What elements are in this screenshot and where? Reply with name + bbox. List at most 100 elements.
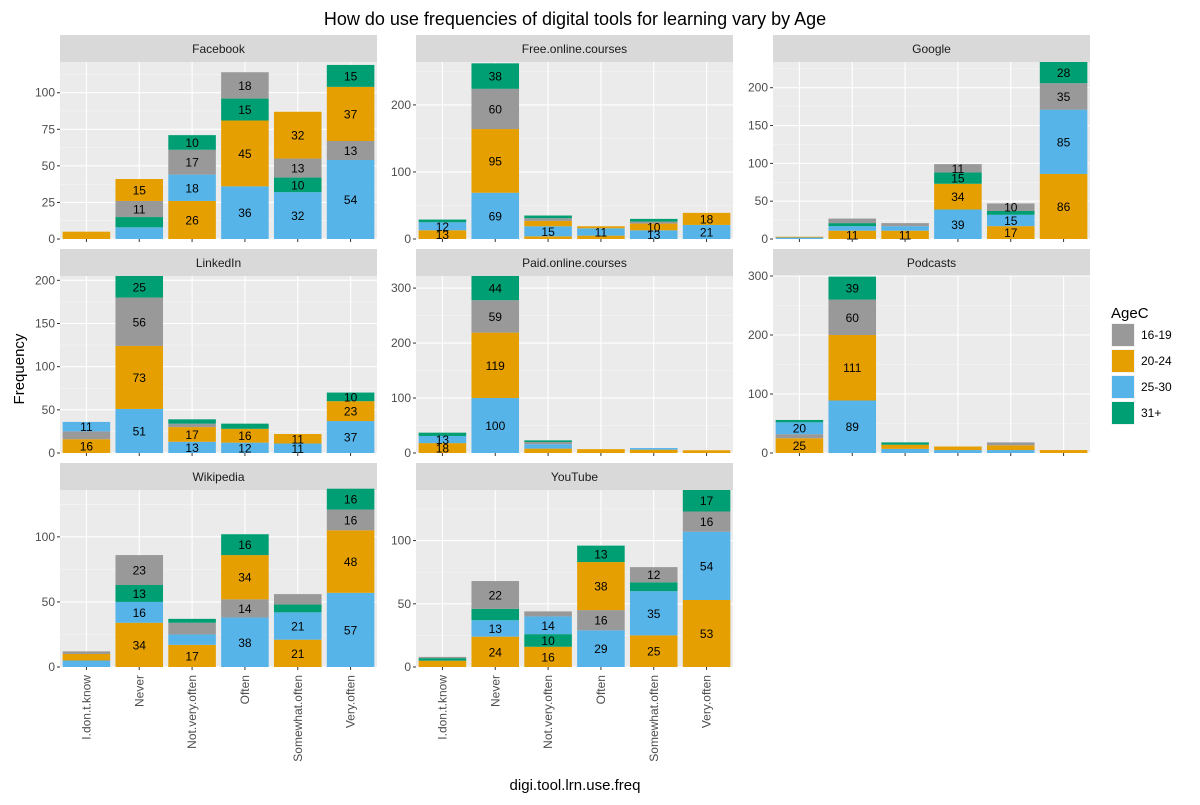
- data-label: 26: [185, 213, 199, 227]
- bar-segment-25-30-not-very-often: [168, 174, 216, 201]
- bar-segment-16-19-not-very-often: [524, 442, 572, 445]
- data-label: 16: [238, 429, 252, 443]
- data-label: 11: [899, 228, 912, 242]
- data-label: 119: [486, 359, 505, 373]
- bar-segment-31+-somewhat-often: [273, 177, 322, 193]
- bar-segment-20-24-not-very-often: [168, 644, 216, 667]
- data-label: 111: [843, 361, 862, 375]
- legend-label: 16-19: [1141, 328, 1172, 342]
- bar-segment-25-30-very-often: [326, 421, 375, 453]
- bar-segment-16-19-never: [115, 555, 164, 586]
- bar-segment-25-30-somewhat-often: [629, 448, 678, 450]
- bar-segment-20-24-somewhat-often: [629, 449, 678, 453]
- data-label: 45: [238, 147, 252, 161]
- x-tick-label: Somewhat.often: [647, 675, 661, 762]
- bar-segment-31+-somewhat-often: [986, 211, 1035, 215]
- x-tick-label: Not.very.often: [541, 675, 555, 749]
- data-label: 34: [133, 638, 147, 652]
- y-tick-label: 0: [48, 232, 55, 246]
- bar-segment-25-30-often: [577, 630, 625, 667]
- legend-items: 16-19 20-24 25-30 31+: [1111, 323, 1172, 425]
- bar-segment-31+-never: [115, 217, 164, 228]
- bar-segment-25-30-i-don-t-know: [62, 421, 111, 432]
- bar-segment-31+-i-don-t-know: [418, 219, 467, 223]
- bar-segment-31+-often: [934, 172, 982, 184]
- facet-strip-label: Wikipedia: [192, 470, 244, 484]
- data-label: 15: [344, 69, 358, 83]
- y-tick-label: 200: [748, 81, 768, 95]
- data-label: 15: [133, 183, 147, 197]
- y-tick-label: 0: [48, 660, 55, 674]
- data-label: 10: [647, 220, 661, 234]
- chart-title: How do use frequencies of digital tools …: [324, 9, 826, 29]
- data-label: 32: [291, 129, 305, 143]
- bar-segment-20-24-often: [577, 449, 625, 453]
- data-label: 16: [80, 440, 94, 454]
- facet-strip: [416, 463, 733, 490]
- facet-strip: [60, 249, 377, 276]
- data-label: 18: [238, 79, 252, 93]
- y-tick-label: 0: [48, 446, 55, 460]
- data-label: 16: [133, 606, 147, 620]
- facet-strip: [416, 35, 733, 62]
- data-label: 17: [185, 156, 199, 170]
- data-label: 85: [1057, 135, 1071, 149]
- bar-segment-31+-never: [471, 608, 520, 621]
- bar-segment-31+-somewhat-often: [629, 218, 678, 222]
- bar-segment-20-24-often: [934, 183, 982, 210]
- bar-segment-16-19-never: [471, 300, 520, 333]
- facet-strip: [416, 249, 733, 276]
- data-label: 15: [1004, 214, 1018, 228]
- bar-segment-16-19-very-often: [1039, 83, 1088, 110]
- bar-segment-25-30-never: [828, 400, 877, 453]
- x-tick-label: Never: [132, 675, 146, 707]
- y-tick-label: 200: [35, 273, 55, 287]
- x-tick-label: Often: [238, 675, 252, 704]
- bar-segment-20-24-not-very-often: [524, 236, 572, 239]
- bar-segment-20-24-never: [115, 179, 164, 201]
- y-tick-label: 150: [35, 316, 55, 330]
- data-label: 10: [185, 136, 199, 150]
- bar-segment-20-24-somewhat-often: [986, 445, 1035, 451]
- y-tick-label: 50: [755, 194, 769, 208]
- y-tick-label: 300: [391, 281, 411, 295]
- bar-segment-20-24-i-don-t-know: [775, 438, 824, 453]
- bar-segment-16-19-never: [471, 88, 520, 130]
- bar-segment-20-24-somewhat-often: [273, 111, 322, 159]
- bar-segment-20-24-very-often: [326, 86, 375, 141]
- data-label: 10: [344, 390, 358, 404]
- legend-key-25-30: [1112, 376, 1134, 398]
- bar-segment-31+-not-very-often: [881, 442, 929, 445]
- bar-segment-25-30-not-very-often: [881, 448, 929, 453]
- plot-background: [416, 62, 733, 239]
- y-tick-label: 0: [761, 446, 768, 460]
- bar-segment-25-30-i-don-t-know: [62, 660, 111, 667]
- x-tick-label: Never: [488, 675, 502, 707]
- data-label: 35: [647, 607, 661, 621]
- data-label: 17: [1004, 226, 1018, 240]
- data-label: 37: [344, 107, 358, 121]
- bar-segment-16-19-somewhat-often: [629, 221, 678, 224]
- bar-segment-31+-often: [221, 423, 269, 429]
- plot-background: [60, 62, 377, 239]
- data-label: 23: [344, 405, 358, 419]
- data-label: 44: [489, 282, 503, 296]
- data-label: 11: [292, 432, 305, 446]
- facet-strip-label: Paid.online.courses: [522, 256, 627, 270]
- data-label: 16: [344, 493, 358, 507]
- bar-segment-31+-very-often: [326, 392, 375, 402]
- bar-segment-16-19-somewhat-often: [273, 158, 322, 178]
- data-label: 86: [1057, 200, 1071, 214]
- data-label: 13: [647, 228, 661, 242]
- bar-segment-20-24-often: [221, 120, 269, 187]
- bar-segment-25-30-very-often: [326, 592, 375, 667]
- legend-key-20-24: [1112, 350, 1134, 372]
- data-label: 16: [344, 513, 358, 527]
- x-tick-label: I.don.t.know: [79, 675, 93, 740]
- y-tick-label: 100: [748, 156, 768, 170]
- bar-segment-25-30-i-don-t-know: [775, 422, 824, 435]
- bar-segment-20-24-i-don-t-know: [418, 660, 467, 667]
- bar-segment-31+-i-don-t-know: [418, 658, 467, 661]
- bar-segment-20-24-often: [934, 446, 982, 451]
